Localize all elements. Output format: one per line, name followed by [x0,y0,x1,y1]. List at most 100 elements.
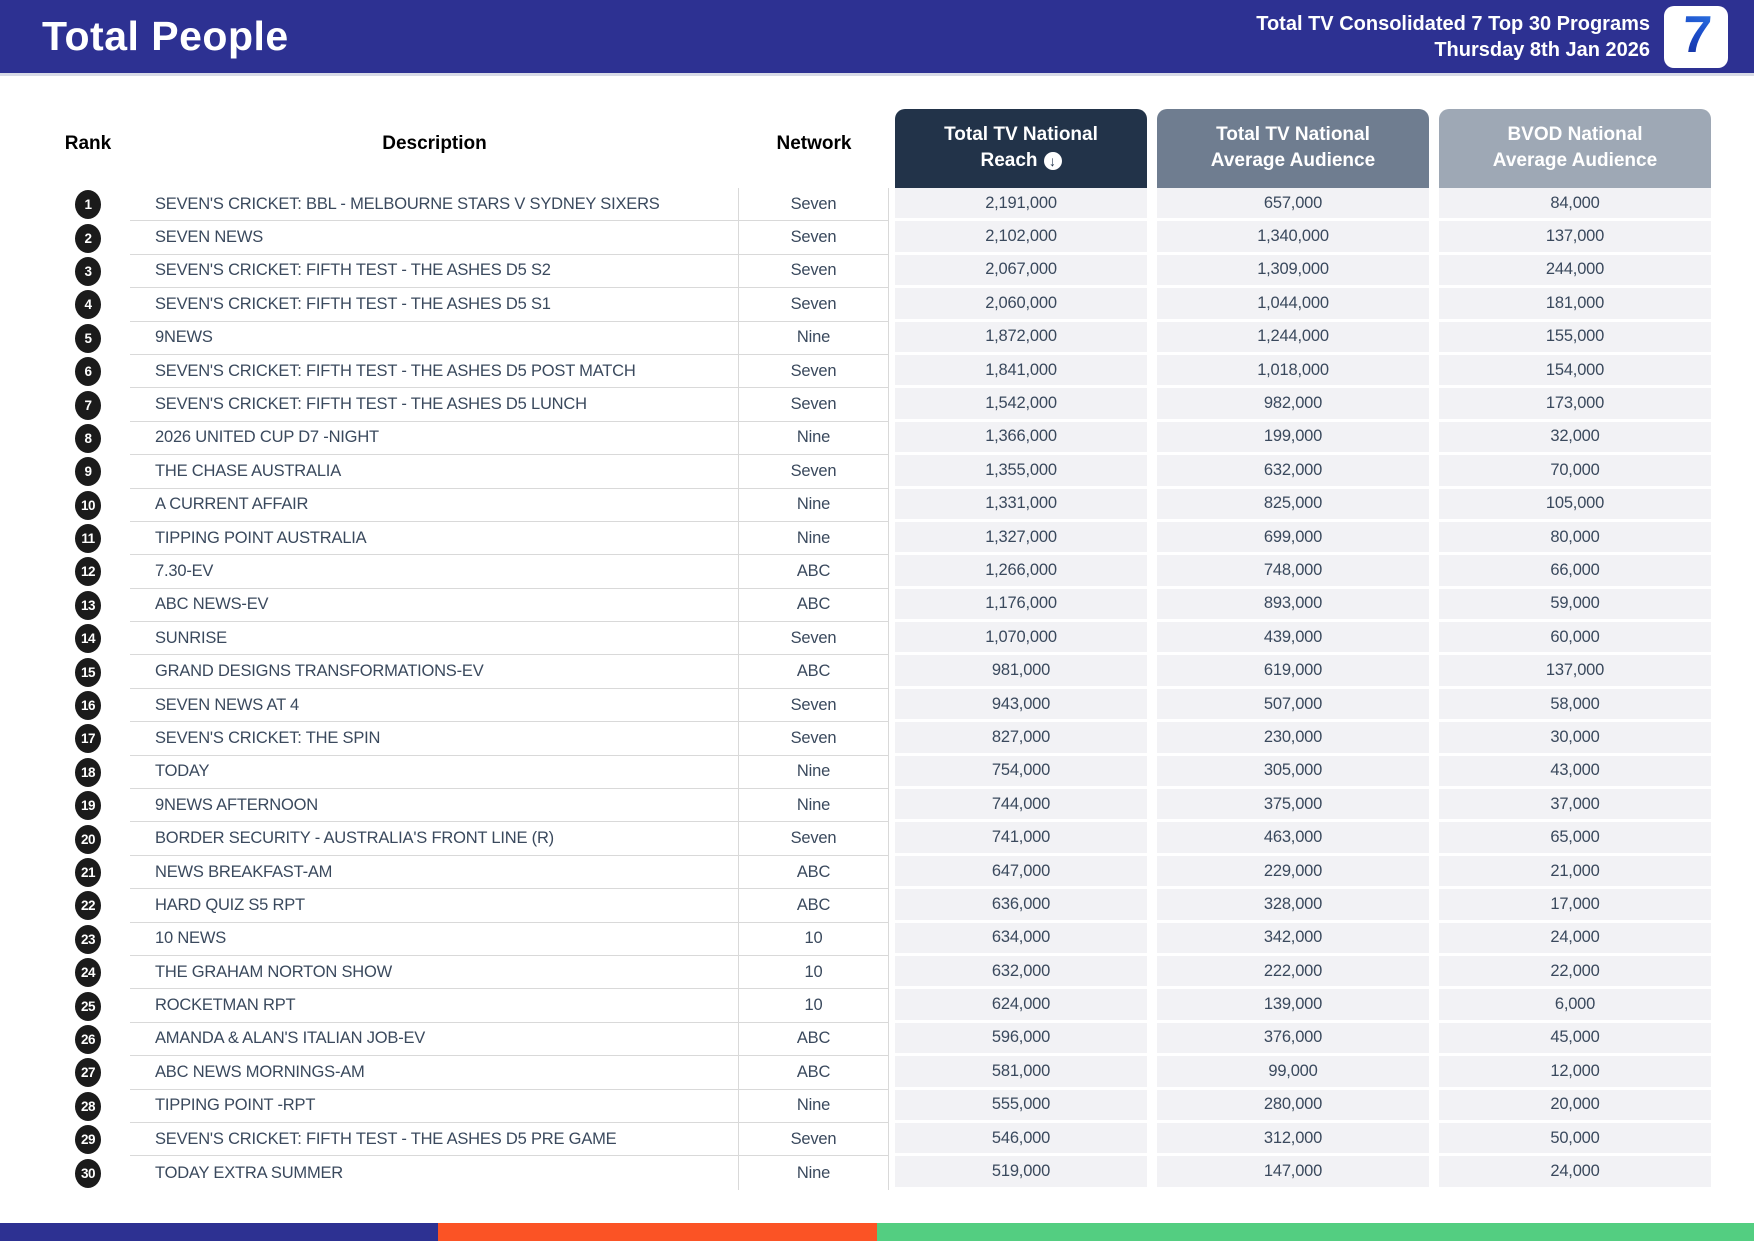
program-description: ABC NEWS-EV [130,588,739,623]
bvod-audience-value: 80,000 [1439,521,1711,556]
program-description: 9NEWS AFTERNOON [130,789,739,823]
bvod-header-line1: BVOD National [1507,123,1643,145]
page-title: Total People [42,13,289,59]
table-row: 15 GRAND DESIGNS TRANSFORMATIONS-EV ABC … [46,655,1711,689]
reach-value: 754,000 [895,755,1147,790]
reach-value: 1,070,000 [895,622,1147,656]
table-row: 21 NEWS BREAKFAST-AM ABC 647,000 229,000… [46,855,1711,890]
table-row: 25 ROCKETMAN RPT 10 624,000 139,000 6,00… [46,989,1711,1023]
network-name: Seven [739,254,889,289]
reach-value: 647,000 [895,855,1147,890]
program-description: 9NEWS [130,321,739,355]
sort-descending-icon: ↓ [1043,151,1062,170]
column-header-total-tv-average-audience: Total TV National Average Audience [1157,109,1429,188]
footer-stripe-blue [0,1223,438,1241]
bvod-audience-value: 37,000 [1439,789,1711,823]
column-header-description: Description [382,133,487,154]
column-header-bvod-average-audience: BVOD National Average Audience [1439,109,1711,188]
network-name: Nine [739,521,889,556]
avg-header-line2: Average Audience [1210,149,1376,171]
rank-badge: 30 [75,1158,101,1188]
table-row: 11 TIPPING POINT AUSTRALIA Nine 1,327,00… [46,521,1711,556]
rank-badge: 29 [75,1125,101,1155]
avg-audience-value: 222,000 [1157,955,1429,990]
program-description: SEVEN'S CRICKET: BBL - MELBOURNE STARS V… [130,188,739,222]
bvod-audience-value: 70,000 [1439,455,1711,489]
rank-badge: 12 [75,557,101,587]
avg-audience-value: 342,000 [1157,922,1429,956]
reach-header-line1: Total TV National [944,123,1098,145]
bvod-audience-value: 84,000 [1439,188,1711,222]
avg-audience-value: 657,000 [1157,188,1429,222]
rank-badge: 17 [75,724,101,754]
avg-audience-value: 328,000 [1157,889,1429,923]
reach-value: 981,000 [895,655,1147,689]
table-row: 18 TODAY Nine 754,000 305,000 43,000 [46,755,1711,790]
reach-value: 1,841,000 [895,354,1147,389]
avg-audience-value: 439,000 [1157,622,1429,656]
table-row: 4 SEVEN'S CRICKET: FIFTH TEST - THE ASHE… [46,288,1711,322]
bvod-audience-value: 32,000 [1439,421,1711,456]
table-header-row: Rank Description Network Total TV Nation… [46,100,1711,188]
table-row: 28 TIPPING POINT -RPT Nine 555,000 280,0… [46,1089,1711,1123]
program-description: SEVEN'S CRICKET: FIFTH TEST - THE ASHES … [130,354,739,389]
column-header-total-tv-reach[interactable]: Total TV National Reach ↓ [895,109,1147,188]
report-title: Total TV Consolidated 7 Top 30 Programs [1256,12,1650,35]
bvod-audience-value: 20,000 [1439,1089,1711,1123]
rank-badge: 10 [75,490,101,520]
reach-value: 596,000 [895,1022,1147,1057]
program-description: SEVEN NEWS [130,221,739,255]
network-name: Seven [739,288,889,322]
bvod-audience-value: 65,000 [1439,822,1711,856]
header-right: Total TV Consolidated 7 Top 30 Programs … [1256,5,1728,68]
bvod-audience-value: 244,000 [1439,254,1711,289]
footer-stripe-green [877,1223,1754,1241]
network-name: Seven [739,188,889,222]
avg-audience-value: 147,000 [1157,1156,1429,1190]
table-row: 23 10 NEWS 10 634,000 342,000 24,000 [46,922,1711,956]
network-name: ABC [739,889,889,923]
network-name: Seven [739,388,889,422]
bvod-audience-value: 30,000 [1439,722,1711,756]
bvod-audience-value: 155,000 [1439,321,1711,355]
reach-value: 1,542,000 [895,388,1147,422]
program-description: TODAY EXTRA SUMMER [130,1156,739,1190]
rank-badge: 14 [75,624,101,654]
rank-badge: 22 [75,891,101,921]
avg-audience-value: 463,000 [1157,822,1429,856]
table-row: 13 ABC NEWS-EV ABC 1,176,000 893,000 59,… [46,588,1711,623]
bvod-audience-value: 12,000 [1439,1056,1711,1090]
rank-badge: 21 [75,858,101,887]
table-row: 29 SEVEN'S CRICKET: FIFTH TEST - THE ASH… [46,1122,1711,1157]
network-name: 10 [739,922,889,956]
bvod-audience-value: 45,000 [1439,1022,1711,1057]
program-description: THE GRAHAM NORTON SHOW [130,955,739,990]
avg-audience-value: 280,000 [1157,1089,1429,1123]
program-description: 7.30-EV [130,555,739,589]
programs-table: Rank Description Network Total TV Nation… [46,100,1711,1190]
seven-network-logo: 7 [1664,5,1728,68]
network-name: Seven [739,455,889,489]
reach-value: 519,000 [895,1156,1147,1190]
bvod-audience-value: 43,000 [1439,755,1711,790]
avg-audience-value: 230,000 [1157,722,1429,756]
program-description: ROCKETMAN RPT [130,989,739,1023]
table-row: 24 THE GRAHAM NORTON SHOW 10 632,000 222… [46,955,1711,990]
table-body: 1 SEVEN'S CRICKET: BBL - MELBOURNE STARS… [46,188,1711,1190]
reach-value: 2,060,000 [895,288,1147,322]
rank-badge: 6 [75,357,101,387]
avg-audience-value: 376,000 [1157,1022,1429,1057]
reach-value: 2,102,000 [895,221,1147,255]
bvod-audience-value: 58,000 [1439,688,1711,723]
reach-value: 1,327,000 [895,521,1147,556]
network-name: ABC [739,855,889,890]
avg-audience-value: 375,000 [1157,789,1429,823]
program-description: 10 NEWS [130,922,739,956]
reach-value: 555,000 [895,1089,1147,1123]
report-meta: Total TV Consolidated 7 Top 30 Programs … [1256,11,1650,63]
bvod-audience-value: 137,000 [1439,221,1711,255]
bvod-audience-value: 173,000 [1439,388,1711,422]
reach-value: 546,000 [895,1122,1147,1157]
table-row: 9 THE CHASE AUSTRALIA Seven 1,355,000 63… [46,455,1711,489]
avg-audience-value: 1,309,000 [1157,254,1429,289]
